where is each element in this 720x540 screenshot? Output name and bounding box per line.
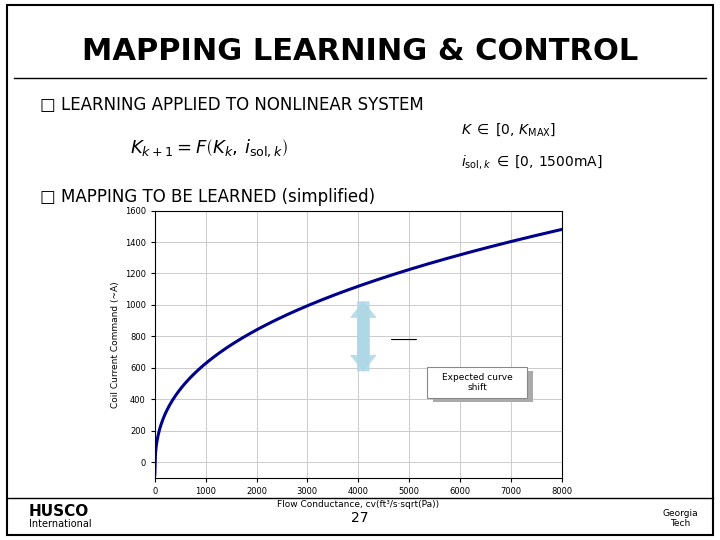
FancyBboxPatch shape	[433, 371, 533, 402]
FancyArrow shape	[351, 302, 376, 371]
FancyBboxPatch shape	[428, 367, 527, 397]
Text: □ MAPPING TO BE LEARNED (simplified): □ MAPPING TO BE LEARNED (simplified)	[40, 188, 374, 206]
Text: □ LEARNING APPLIED TO NONLINEAR SYSTEM: □ LEARNING APPLIED TO NONLINEAR SYSTEM	[40, 96, 423, 114]
Text: Expected curve
shift: Expected curve shift	[442, 373, 513, 392]
Text: $K_{k+1} = F\left(K_k,\, i_{\mathrm{sol},k}\right)$: $K_{k+1} = F\left(K_k,\, i_{\mathrm{sol}…	[130, 138, 288, 159]
Text: 27: 27	[351, 511, 369, 525]
Text: International: International	[29, 519, 91, 529]
Y-axis label: Coil Current Command (~A): Coil Current Command (~A)	[112, 281, 120, 408]
X-axis label: Flow Conductance, cv(ft³/s·sqrt(Pa)): Flow Conductance, cv(ft³/s·sqrt(Pa))	[277, 500, 439, 509]
Text: HUSCO: HUSCO	[29, 504, 89, 519]
Text: $i_{\mathrm{sol},k}\;\in\;[0,\,1500\mathrm{mA}]$: $i_{\mathrm{sol},k}\;\in\;[0,\,1500\math…	[461, 153, 603, 171]
Text: $K \;\in\; [0,\, K_{\mathrm{MAX}}]$: $K \;\in\; [0,\, K_{\mathrm{MAX}}]$	[461, 121, 556, 138]
FancyArrow shape	[351, 302, 376, 371]
Text: Georgia
Tech: Georgia Tech	[662, 509, 698, 528]
Text: MAPPING LEARNING & CONTROL: MAPPING LEARNING & CONTROL	[82, 37, 638, 66]
